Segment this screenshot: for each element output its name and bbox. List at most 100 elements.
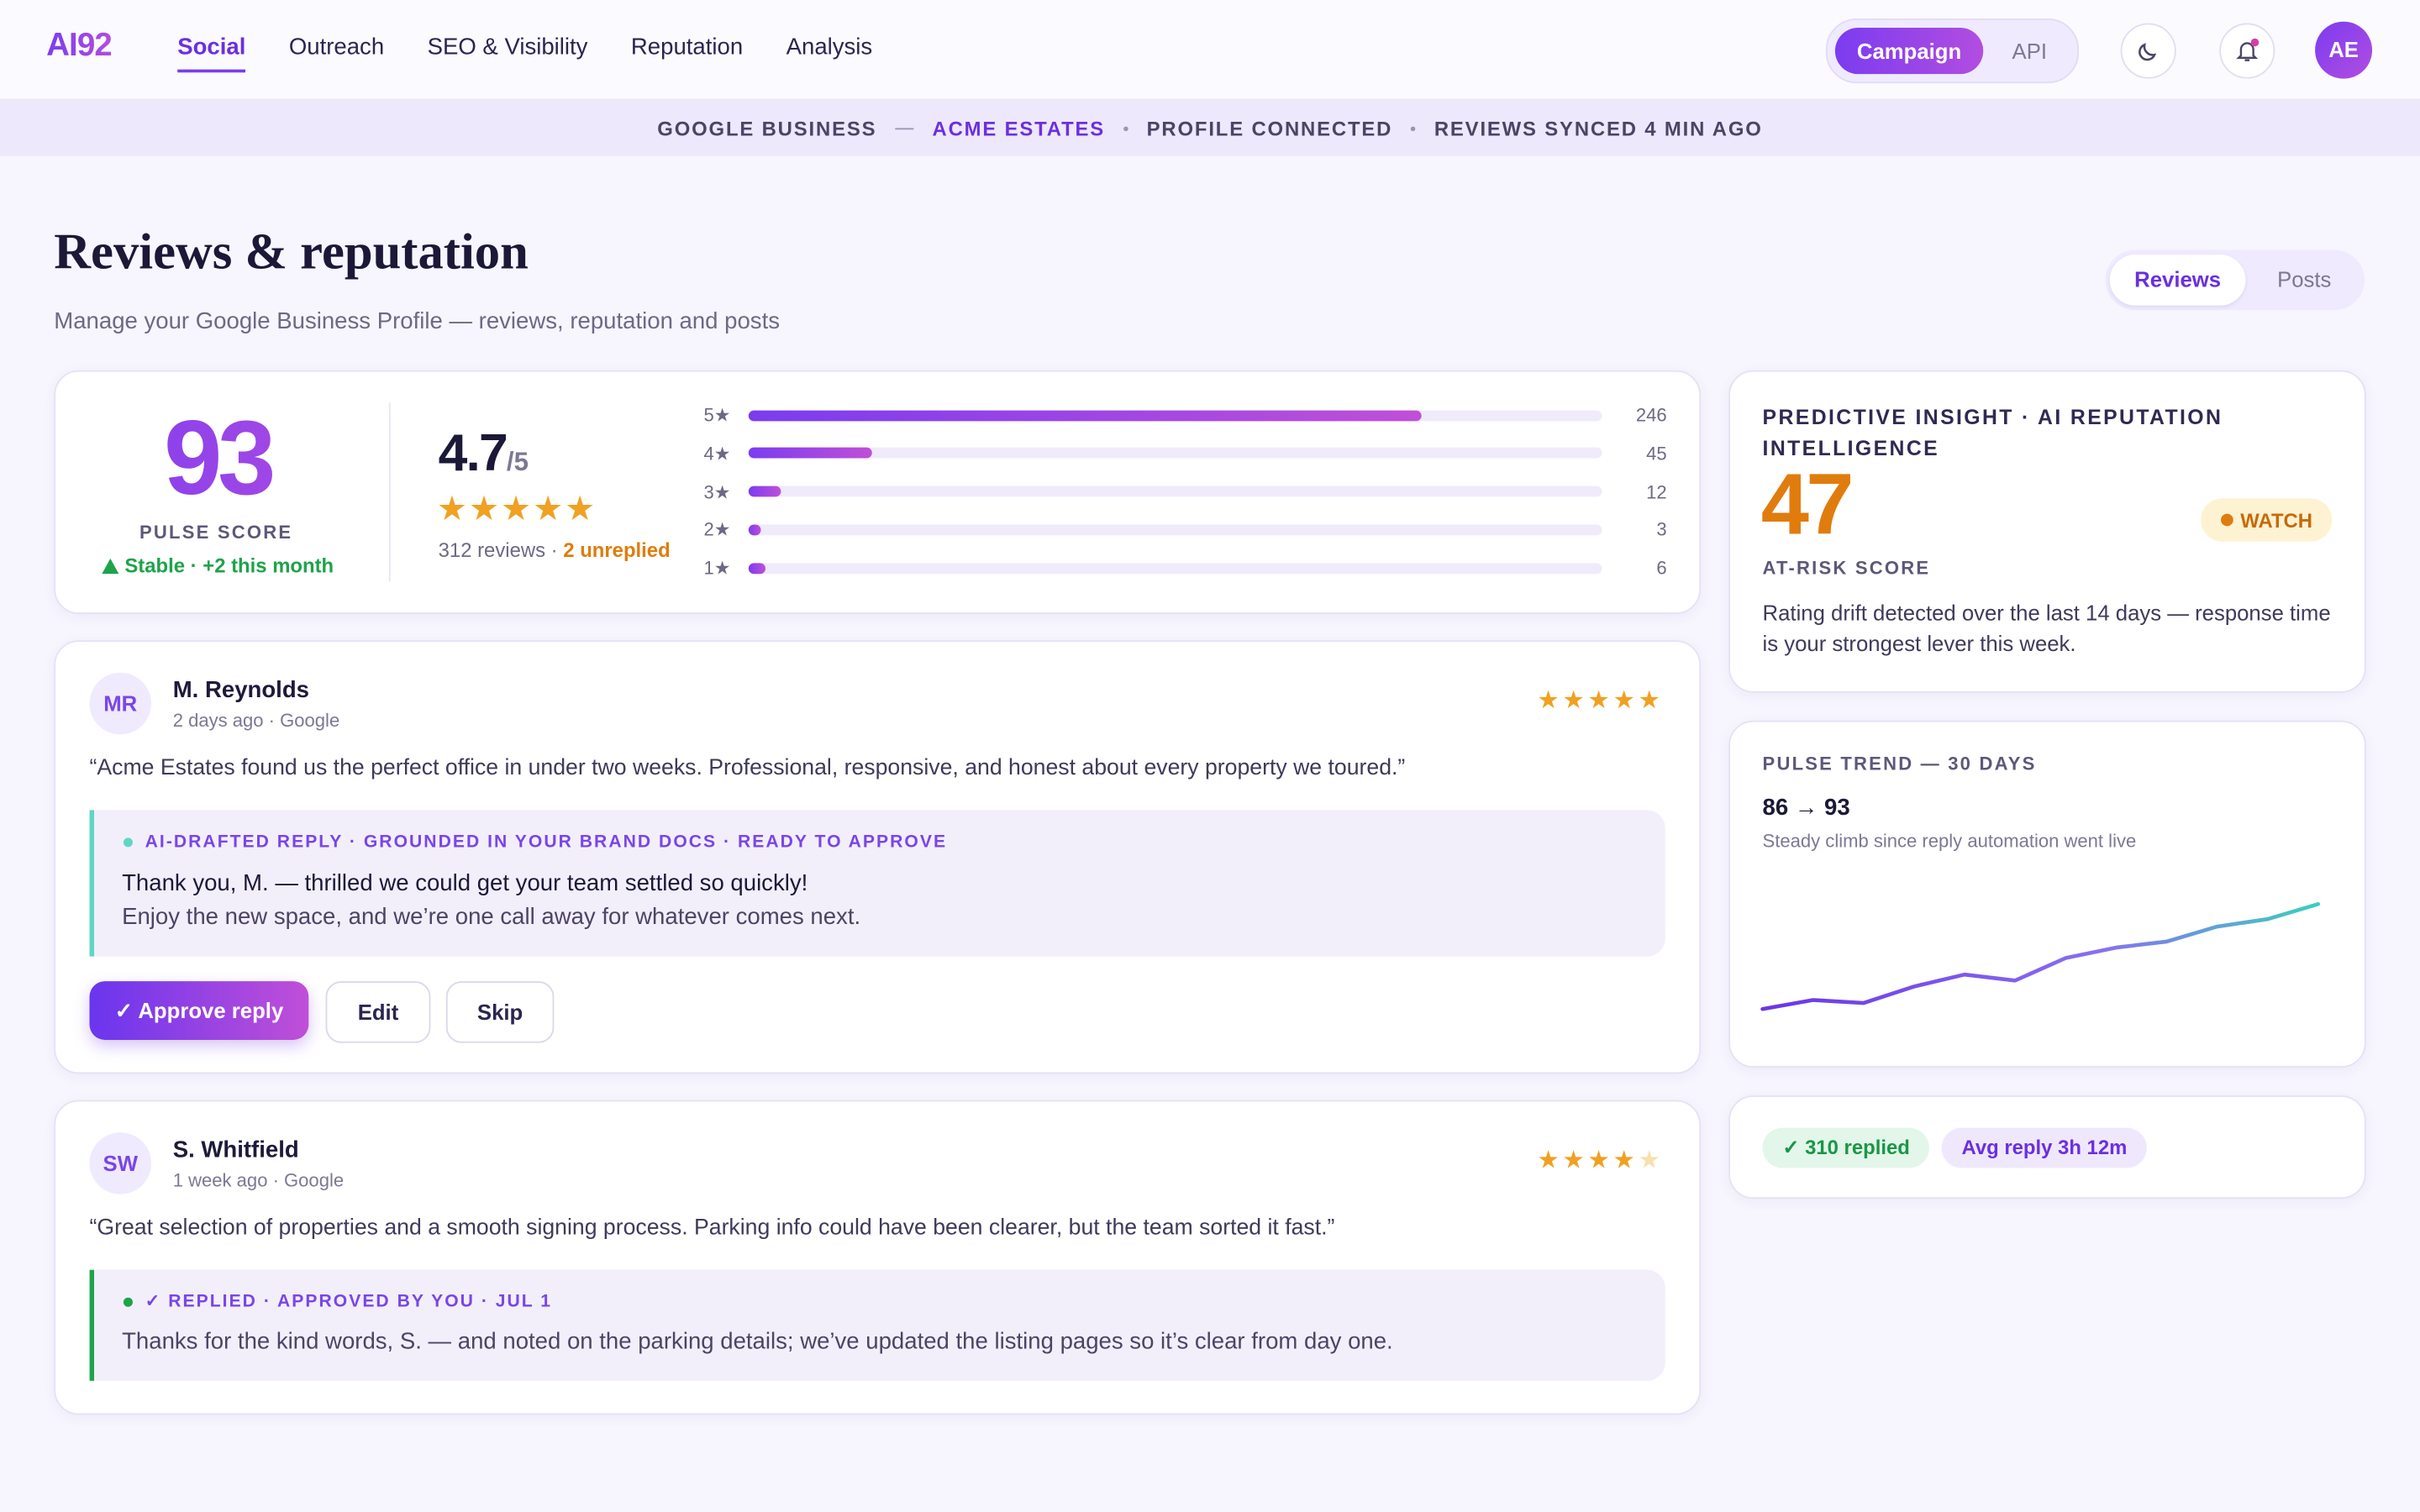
stats-card: ✓ 310 replied Avg reply 3h 12m xyxy=(1728,1095,2366,1200)
toggle-campaign[interactable]: Campaign xyxy=(1834,28,1984,75)
review-meta: 2 days ago · Google xyxy=(172,709,340,732)
star-label: 2★ xyxy=(703,518,731,541)
star: ★ xyxy=(1612,1147,1639,1174)
bar-fill xyxy=(748,524,761,535)
count-label: 6 xyxy=(1656,557,1667,579)
logo[interactable]: AI92 xyxy=(46,28,113,64)
action-button[interactable]: ✓ Approve reply xyxy=(89,981,309,1040)
rating-max: /5 xyxy=(506,447,529,477)
rating-value: 4.7 xyxy=(438,424,508,483)
page-subtitle: Manage your Google Business Profile — re… xyxy=(54,308,781,335)
nav-item[interactable]: Outreach xyxy=(288,34,385,60)
tab-reviews[interactable]: Reviews xyxy=(2109,255,2246,306)
summary-card: 93 PULSE SCORE Stable · +2 this month 4.… xyxy=(54,370,1702,615)
score-trend-text: Stable · +2 this month xyxy=(124,554,334,577)
star: ★ xyxy=(1537,1147,1563,1174)
banner-item: ACME ESTATES xyxy=(932,116,1106,140)
dash-separator xyxy=(895,127,914,129)
action-button[interactable]: Skip xyxy=(445,981,555,1043)
top-nav: AI92 Social Outreach SEO & Visibility Reput… xyxy=(0,0,2420,101)
bar-fill xyxy=(748,486,781,497)
trend-card: PULSE TREND — 30 DAYS 86 → 93 Steady cli… xyxy=(1728,720,2366,1068)
bar-fill xyxy=(748,409,1422,421)
review-stars: ★★★★★ xyxy=(1537,1147,1663,1178)
reviewer-name: S. Whitfield xyxy=(172,1137,299,1163)
view-tabs: Reviews Posts xyxy=(2105,249,2365,311)
bar-fill xyxy=(748,448,872,459)
star-label: 4★ xyxy=(703,442,731,465)
star: ★ xyxy=(1587,688,1613,715)
notifications-button[interactable] xyxy=(2219,23,2275,79)
reply-box: AI-DRAFTED REPLY · GROUNDED IN YOUR BRAN… xyxy=(89,810,1665,957)
user-avatar[interactable]: AE xyxy=(2315,21,2373,79)
count-label: 12 xyxy=(1646,480,1667,502)
status-dot xyxy=(123,1297,133,1307)
reply-status: ✓ REPLIED · APPROVED BY YOU · JUL 1 xyxy=(145,1293,553,1312)
insight-title: PREDICTIVE INSIGHT · AI REPUTATION INTEL… xyxy=(1762,406,2223,460)
rating: 4.7 /5 xyxy=(439,424,529,485)
count-label: 246 xyxy=(1635,404,1667,426)
trend-line xyxy=(1760,902,2321,1011)
star: ★ xyxy=(1612,688,1639,715)
toggle-api[interactable]: API xyxy=(2012,38,2048,64)
reply-line: Thanks for the kind words, S. — and note… xyxy=(122,1328,1393,1355)
at-risk-score: 47 xyxy=(1760,454,1854,553)
bar-track xyxy=(748,486,1602,497)
star: ★ xyxy=(1638,688,1664,715)
banner-item: REVIEWS SYNCED 4 MIN AGO xyxy=(1434,116,1763,140)
review-card: SW S. Whitfield 1 week ago · Google ★★★★★ “G… xyxy=(54,1100,1702,1415)
moon-icon xyxy=(2139,43,2157,61)
review-card: MR M. Reynolds 2 days ago · Google ★★★★★ “Ac… xyxy=(54,640,1702,1074)
trend-change: 86 → 93 xyxy=(1762,794,1850,822)
at-risk-label: AT-RISK SCORE xyxy=(1762,557,1931,579)
theme-button[interactable] xyxy=(2120,23,2176,79)
status-banner: GOOGLE BUSINESS ACME ESTATES PROFILE CONNE… xyxy=(0,100,2420,156)
star: ★ xyxy=(1562,1147,1588,1174)
page-title: Reviews & reputation xyxy=(54,225,529,281)
badge-dot xyxy=(2220,513,2233,527)
insight-card: PREDICTIVE INSIGHT · AI REPUTATION INTEL… xyxy=(1728,370,2366,693)
bar-track xyxy=(748,448,1602,459)
bar-track xyxy=(748,524,1602,535)
divider xyxy=(388,402,391,582)
insight-text: Rating drift detected over the last 14 d… xyxy=(1762,600,2331,656)
replied-pill: ✓ 310 replied xyxy=(1762,1127,1930,1168)
banner-item: PROFILE CONNECTED xyxy=(1146,116,1393,140)
tab-posts[interactable]: Posts xyxy=(2277,266,2332,292)
star-label: 1★ xyxy=(703,557,731,579)
reviewer-avatar: SW xyxy=(89,1132,152,1194)
review-text: “Great selection of properties and a smo… xyxy=(89,1215,1335,1241)
banner-items: GOOGLE BUSINESS ACME ESTATES PROFILE CONNE… xyxy=(0,113,2420,144)
reviews-total: 312 reviews · xyxy=(438,538,558,562)
star: ★ xyxy=(1562,688,1588,715)
sparkline xyxy=(1760,902,2321,1011)
review-meta: 1 week ago · Google xyxy=(172,1169,345,1191)
count-label: 45 xyxy=(1646,442,1667,465)
nav-item[interactable]: Social xyxy=(177,34,246,73)
nav-item[interactable]: Analysis xyxy=(786,34,873,60)
nav-item[interactable]: Reputation xyxy=(630,34,744,60)
count-label: 3 xyxy=(1656,518,1667,541)
reply-box: ✓ REPLIED · APPROVED BY YOU · JUL 1 Thank… xyxy=(89,1269,1665,1381)
score-trend: Stable · +2 this month xyxy=(55,551,380,582)
unreplied[interactable]: 2 unreplied xyxy=(563,538,671,562)
avg-reply-pill: Avg reply 3h 12m xyxy=(1941,1127,2148,1168)
nav-item[interactable]: SEO & Visibility xyxy=(427,34,588,60)
action-button[interactable]: Edit xyxy=(325,981,431,1043)
status-dot xyxy=(123,837,133,848)
nav-menu: Social Outreach SEO & Visibility Reputation… xyxy=(177,34,873,73)
star-label: 3★ xyxy=(703,480,731,502)
bar-track xyxy=(748,562,1602,574)
reply-line: Thank you, M. — thrilled we could get yo… xyxy=(122,869,808,897)
reviewer-name: M. Reynolds xyxy=(172,677,310,704)
rating-stars: ★★★★★ xyxy=(436,489,597,528)
review-text: “Acme Estates found us the perfect offic… xyxy=(89,756,1406,781)
reply-line: Enjoy the new space, and we’re one call … xyxy=(122,904,861,931)
up-triangle xyxy=(101,558,119,575)
star: ★ xyxy=(1537,688,1563,715)
star: ★ xyxy=(1587,1147,1613,1174)
review-count: 312 reviews · 2 unreplied xyxy=(439,535,671,566)
badge-text: WATCH xyxy=(2240,508,2313,532)
